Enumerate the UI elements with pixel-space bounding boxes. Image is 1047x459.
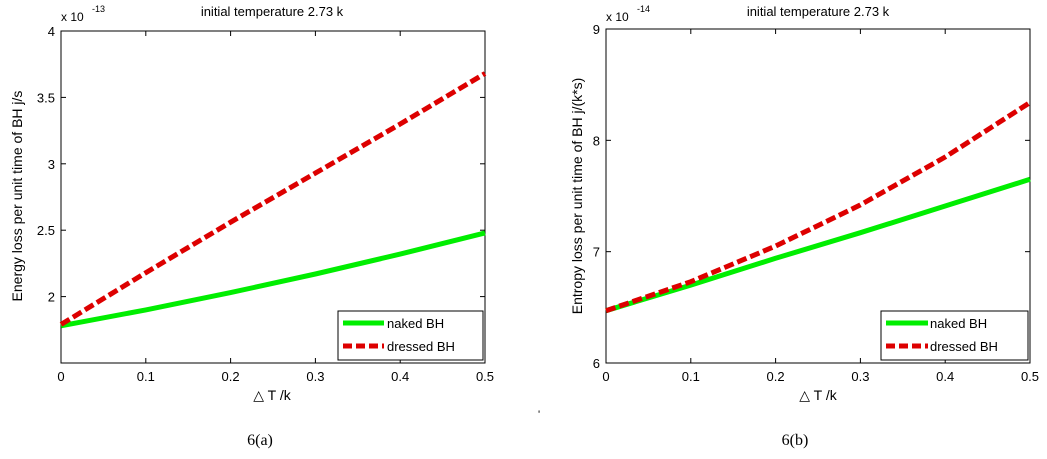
y-exponent-prefix: x 10 bbox=[606, 10, 629, 24]
x-tick-label: 0.3 bbox=[851, 369, 869, 384]
x-tick-label: 0.1 bbox=[682, 369, 700, 384]
y-tick-label: 9 bbox=[593, 22, 600, 37]
y-tick-label: 7 bbox=[593, 245, 600, 260]
series-line-naked bbox=[60, 230, 486, 329]
chart-entropy-loss: initial temperature 2.73 k x 10 -14 0 0.1… bbox=[569, 4, 1039, 449]
x-tick-label: 0.4 bbox=[391, 369, 409, 384]
x-tick-label: 0.2 bbox=[767, 369, 785, 384]
legend-label-naked: naked BH bbox=[930, 316, 987, 331]
y-tick-label: 2 bbox=[48, 290, 55, 305]
legend-label-dressed: dressed BH bbox=[930, 339, 998, 354]
chart-title: initial temperature 2.73 k bbox=[747, 4, 890, 19]
x-tick-label: 0 bbox=[602, 369, 609, 384]
series-line-naked bbox=[605, 176, 1031, 314]
series-line-dressed bbox=[605, 100, 1032, 314]
x-tick-labels: 0 0.1 0.2 0.3 0.4 0.5 bbox=[57, 369, 494, 384]
figure-caption: 6(a) bbox=[247, 432, 273, 449]
x-axis-label: △ T /k bbox=[799, 387, 837, 403]
x-tick-label: 0.5 bbox=[476, 369, 494, 384]
y-exponent-prefix: x 10 bbox=[61, 10, 84, 24]
x-tick-label: 0.2 bbox=[222, 369, 240, 384]
x-tick-label: 0.1 bbox=[137, 369, 155, 384]
x-tick-label: 0.3 bbox=[306, 369, 324, 384]
y-axis-label: Entropy loss per unit time of BH j/(k*s) bbox=[569, 78, 585, 315]
y-axis-label: Energy loss per unit time of BH j/s bbox=[9, 91, 25, 302]
legend: naked BH dressed BH bbox=[880, 310, 1029, 361]
x-tick-label: 0 bbox=[57, 369, 64, 384]
y-tick-label: 8 bbox=[593, 133, 600, 148]
legend-label-naked: naked BH bbox=[387, 316, 444, 331]
y-tick-label: 3 bbox=[48, 157, 55, 172]
y-tick-labels: 6 7 8 9 bbox=[593, 22, 600, 371]
figure-caption: 6(b) bbox=[782, 432, 809, 449]
tick-marks bbox=[60, 30, 486, 363]
legend-box bbox=[880, 310, 1029, 361]
legend-box bbox=[337, 310, 484, 361]
x-tick-labels: 0 0.1 0.2 0.3 0.4 0.5 bbox=[602, 369, 1039, 384]
y-tick-labels: 2 2.5 3 3.5 4 bbox=[37, 24, 55, 305]
chart-energy-loss: initial temperature 2.73 k x 10 -13 0 0.1… bbox=[9, 4, 494, 449]
y-tick-label: 3.5 bbox=[37, 90, 55, 105]
plot-area bbox=[605, 28, 1031, 364]
series-group bbox=[59, 71, 487, 329]
y-tick-label: 2.5 bbox=[37, 223, 55, 238]
x-tick-label: 0.4 bbox=[936, 369, 954, 384]
x-tick-label: 0.5 bbox=[1021, 369, 1039, 384]
tick-marks bbox=[605, 28, 1031, 364]
y-exponent-value: -13 bbox=[92, 4, 105, 14]
legend: naked BH dressed BH bbox=[337, 310, 484, 361]
series-group bbox=[605, 100, 1032, 314]
stray-mark: ' bbox=[538, 409, 540, 421]
y-tick-label: 6 bbox=[593, 356, 600, 371]
y-tick-label: 4 bbox=[48, 24, 55, 39]
x-axis-label: △ T /k bbox=[253, 387, 291, 403]
legend-label-dressed: dressed BH bbox=[387, 339, 455, 354]
series-line-dressed bbox=[59, 71, 487, 327]
y-exponent-value: -14 bbox=[637, 4, 650, 14]
chart-title: initial temperature 2.73 k bbox=[201, 4, 344, 19]
